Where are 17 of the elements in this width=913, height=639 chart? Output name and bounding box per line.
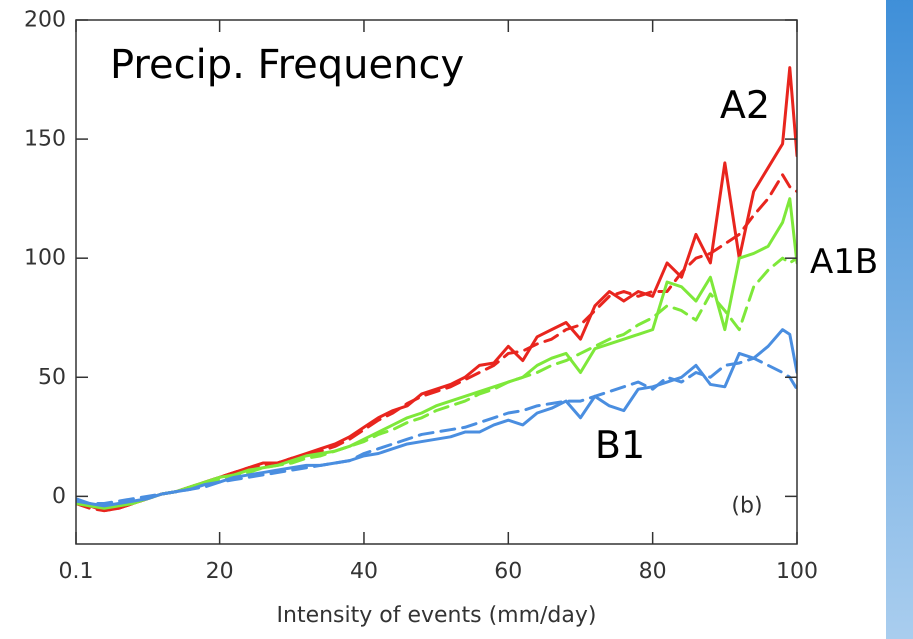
x-tick-label: 0.1 [58,559,94,584]
annotation: B1 [594,423,646,467]
y-tick-label: 50 [38,364,66,390]
x-tick-label: 40 [350,559,378,584]
y-tick-label: 200 [24,8,66,32]
y-tick-label: 0 [52,484,66,509]
y-tick-label: 100 [24,246,66,271]
annotation: A2 [720,83,770,127]
text: Precip. Frequency [110,42,464,88]
x-axis-title: Intensity of events (mm/day) [276,603,596,628]
y-tick-label: 150 [24,126,66,152]
annotation: (b) [731,494,763,518]
x-tick-label: 80 [638,559,667,584]
x-tick-label: 60 [494,559,522,584]
x-tick-label: 100 [776,559,818,584]
x-tick-label: 20 [206,559,234,584]
text: A1B [810,242,878,282]
